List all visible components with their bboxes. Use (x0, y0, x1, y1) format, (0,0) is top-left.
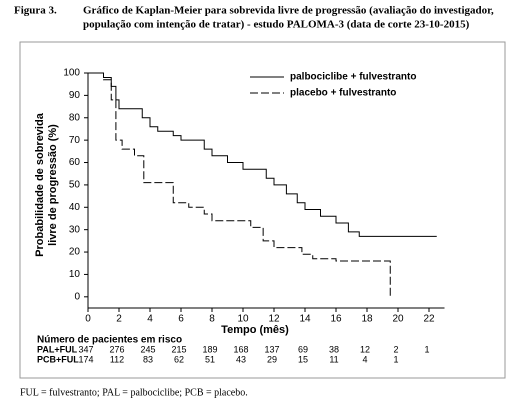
risk-count: 1 (393, 354, 398, 364)
x-tick-label: 10 (237, 314, 249, 325)
y-tick-label: 40 (69, 202, 81, 213)
km-curve (88, 72, 437, 237)
y-tick-label: 80 (69, 112, 81, 123)
x-tick-label: 14 (299, 314, 311, 325)
x-tick-label: 6 (178, 314, 184, 325)
risk-count: 51 (205, 354, 215, 364)
risk-count: 347 (78, 344, 93, 354)
x-tick-label: 4 (147, 314, 153, 325)
risk-count: 62 (174, 354, 184, 364)
legend-label: palbociclibe + fulvestranto (290, 72, 416, 83)
km-curve (88, 72, 391, 297)
y-tick-label: 10 (69, 269, 81, 280)
risk-count: 12 (360, 344, 370, 354)
risk-count: 215 (171, 344, 186, 354)
risk-count: 29 (267, 354, 277, 364)
risk-count: 245 (140, 344, 155, 354)
y-tick-label: 90 (69, 90, 81, 101)
y-axis-label: Probabilidade de sobrevida (34, 112, 46, 257)
y-tick-label: 70 (69, 135, 81, 146)
risk-table-title: Número de pacientes em risco (37, 335, 182, 346)
y-tick-label: 100 (63, 68, 80, 79)
risk-count: 276 (109, 344, 124, 354)
risk-count: 174 (78, 354, 93, 364)
risk-count: 43 (236, 354, 246, 364)
x-tick-label: 0 (85, 314, 91, 325)
x-tick-label: 2 (116, 314, 122, 325)
y-axis-label: livre de progressão (%) (47, 124, 59, 246)
x-tick-label: 12 (268, 314, 280, 325)
risk-count: 137 (264, 344, 279, 354)
risk-count: 83 (143, 354, 153, 364)
risk-count: 69 (298, 344, 308, 354)
risk-count: 11 (329, 354, 338, 364)
legend-label: placebo + fulvestranto (290, 88, 396, 99)
risk-row-label: PCB+FUL (37, 354, 79, 364)
y-tick-label: 30 (69, 224, 81, 235)
y-tick-label: 50 (69, 180, 81, 191)
risk-count: 168 (233, 344, 248, 354)
risk-count: 2 (393, 344, 398, 354)
risk-count: 4 (362, 354, 367, 364)
figure-label: Figura 3. (14, 5, 57, 17)
risk-count: 112 (110, 354, 124, 364)
frame (19, 41, 506, 379)
chart-title: Gráfico de Kaplan-Meier para sobrevida l… (83, 5, 494, 17)
y-tick-label: 0 (74, 291, 80, 302)
footnote: FUL = fulvestranto; PAL = palbociclibe; … (20, 387, 248, 398)
x-tick-label: 22 (423, 314, 435, 325)
risk-count: 38 (329, 344, 339, 354)
risk-row-label: PAL+FUL (37, 344, 78, 354)
x-tick-label: 18 (361, 314, 373, 325)
risk-count: 189 (202, 344, 217, 354)
x-axis-label: Tempo (mês) (221, 324, 289, 336)
chart-title: população com intenção de tratar) - estu… (83, 19, 470, 31)
x-tick-label: 8 (209, 314, 215, 325)
x-tick-label: 16 (330, 314, 342, 325)
risk-count: 1 (424, 344, 429, 354)
risk-count: 15 (298, 354, 308, 364)
y-tick-label: 20 (69, 247, 81, 258)
y-tick-label: 60 (69, 157, 81, 168)
x-tick-label: 20 (392, 314, 404, 325)
